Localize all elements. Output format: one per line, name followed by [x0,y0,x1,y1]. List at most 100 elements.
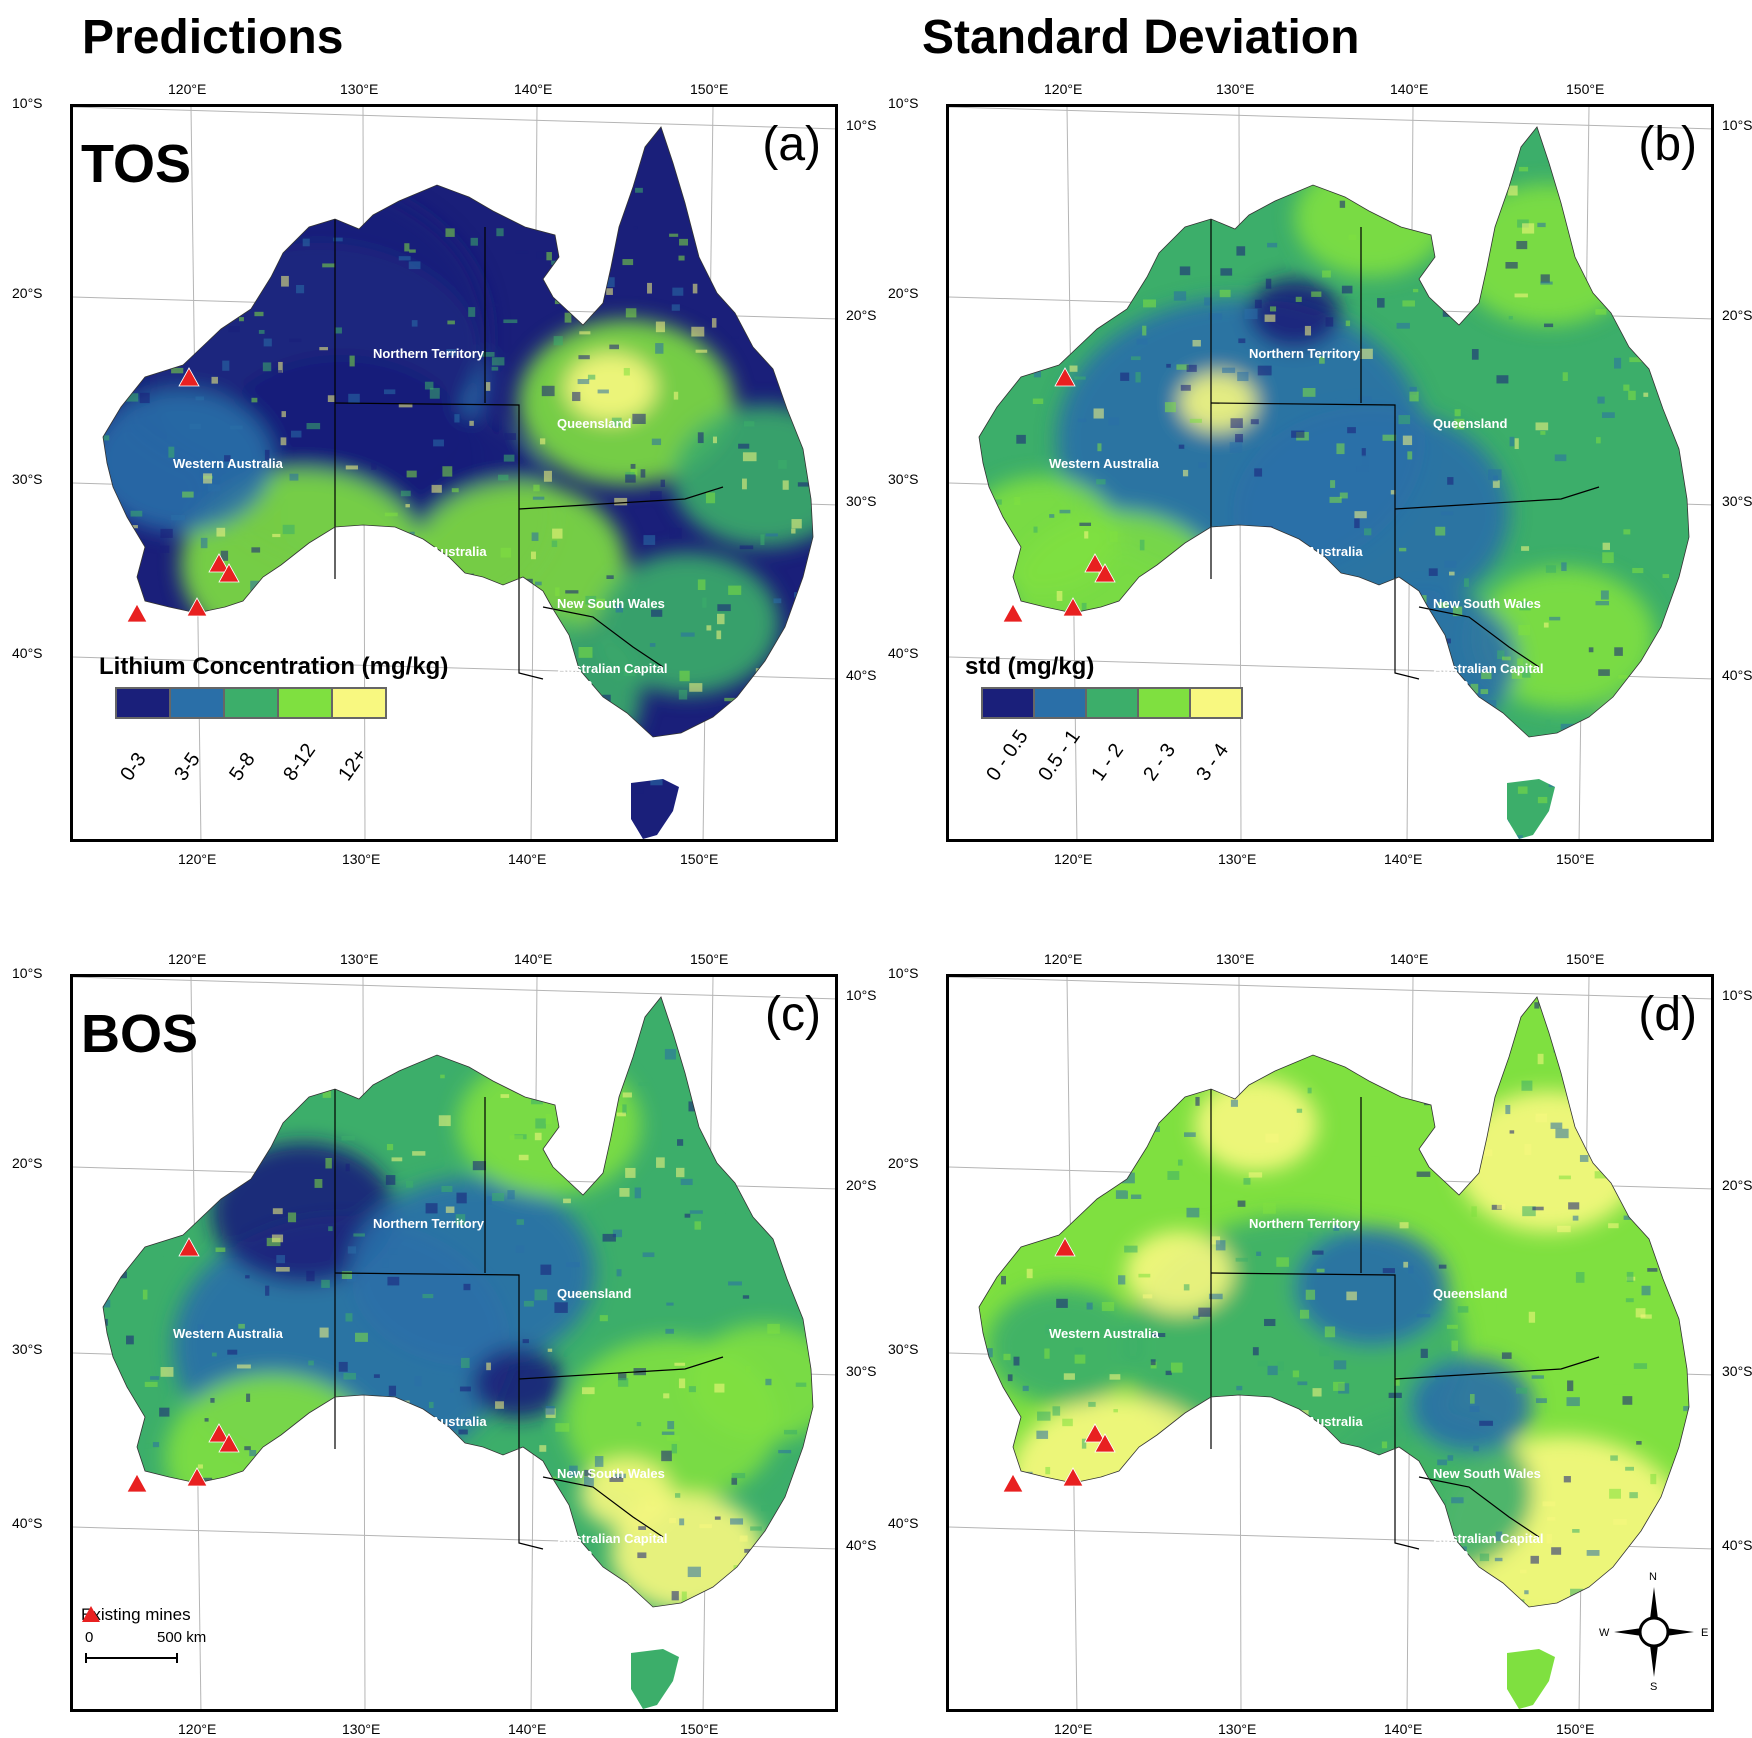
mine-marker [208,1423,230,1443]
lat-tick-left: 40°S [12,1515,43,1531]
region-label: Queensland [557,416,632,431]
lat-tick-right: 30°S [846,1363,877,1379]
scale-end: 500 km [157,1629,207,1646]
lat-tick-left: 30°S [12,471,43,487]
lon-tick-top: 130°E [340,951,379,967]
compass-w: W [1599,1627,1610,1639]
legend-color-bar [115,687,387,719]
lon-tick-bottom: 150°E [1556,1721,1595,1737]
layer-label: BOS [81,1004,199,1064]
map-canvas [949,107,1711,839]
legend-swatch [225,689,279,717]
panel-letter: (c) [765,988,821,1041]
mine-marker [1062,1467,1084,1487]
lon-tick-bottom: 130°E [1218,1721,1257,1737]
lat-tick-right: 10°S [846,987,877,1003]
lon-tick-top: 130°E [1216,951,1255,967]
lon-tick-top: 140°E [514,951,553,967]
map-canvas [73,107,835,839]
coastline [102,126,814,738]
lon-tick-bottom: 150°E [1556,851,1595,867]
lon-tick-bottom: 120°E [178,1721,217,1737]
lat-tick-left: 30°S [888,471,919,487]
region-label: New South Wales [557,596,665,611]
mines-legend-label: Existing mines [81,1605,191,1624]
lon-tick-bottom: 130°E [342,851,381,867]
mine-marker [186,597,208,617]
compass-s: S [1650,1681,1658,1693]
map-canvas [949,977,1711,1709]
legend-title: std (mg/kg) [965,653,1095,680]
region-label: Western Australia [1049,456,1159,471]
lon-tick-bottom: 150°E [680,851,719,867]
lat-tick-left: 20°S [888,1155,919,1171]
lat-tick-right: 40°S [846,667,877,683]
scale-start: 0 [85,1629,94,1646]
region-label: New South Wales [1433,596,1541,611]
map-frame: Northern Territory Queensland Western Aust… [70,104,838,842]
panel-letter: (a) [762,118,821,171]
lon-tick-bottom: 120°E [1054,1721,1093,1737]
state-borders [1210,219,1600,680]
predictions-heading: Predictions [82,11,344,64]
mine-marker [186,1467,208,1487]
lat-tick-right: 20°S [1722,307,1752,323]
mine-marker [1084,553,1106,573]
region-label: Northern Territory [373,1216,484,1231]
legend-swatch [983,689,1035,717]
map-frame: Northern Territory Queensland Western Aust… [70,974,838,1712]
region-label: Victoria [1421,676,1469,691]
lat-tick-left: 10°S [12,95,43,111]
lon-tick-bottom: 140°E [1384,1721,1423,1737]
lon-tick-top: 130°E [1216,81,1255,97]
region-label: Victoria [1421,1546,1469,1561]
lat-tick-right: 10°S [1722,987,1752,1003]
map-frame: Northern Territory Queensland Western Aust… [946,974,1714,1712]
landmass [979,997,1689,1709]
region-label: Victoria [545,1546,593,1561]
legend-swatch [333,689,385,717]
lon-tick-bottom: 120°E [1054,851,1093,867]
region-label: Australian Capital [557,661,668,676]
region-label: Queensland [1433,1286,1508,1301]
legend-swatch [1035,689,1087,717]
lon-tick-bottom: 140°E [508,1721,547,1737]
region-label: Tasmania [573,1636,633,1651]
mine-marker [126,603,148,623]
lon-tick-top: 140°E [514,81,553,97]
lat-tick-right: 20°S [1722,1177,1752,1193]
mine-marker [1094,563,1116,583]
mine-marker [1084,1423,1106,1443]
mine-marker [218,1433,240,1453]
mine-marker [1054,367,1076,387]
lon-tick-top: 150°E [690,81,729,97]
lat-tick-right: 40°S [1722,667,1752,683]
lat-tick-right: 20°S [846,307,877,323]
lon-tick-top: 150°E [690,951,729,967]
mines-legend: Existing mines [81,1605,191,1625]
panel-c: Northern Territory Queensland Western Aust… [0,930,877,1736]
legend-swatch [117,689,171,717]
region-label: Victoria [545,676,593,691]
mine-marker [126,1473,148,1493]
lon-tick-top: 140°E [1390,951,1429,967]
lon-tick-bottom: 140°E [1384,851,1423,867]
lon-tick-bottom: 150°E [680,1721,719,1737]
lat-tick-left: 10°S [888,965,919,981]
lat-tick-right: 10°S [846,117,877,133]
lon-tick-top: 120°E [168,951,207,967]
lat-tick-left: 40°S [888,1515,919,1531]
mine-marker [1002,603,1024,623]
lat-tick-right: 40°S [1722,1537,1752,1553]
state-borders [1210,1089,1600,1550]
region-label: South Australia [1267,1414,1363,1429]
coastline [978,126,1690,738]
region-label: Northern Territory [373,346,484,361]
lon-tick-top: 120°E [1044,81,1083,97]
lat-tick-right: 10°S [1722,117,1752,133]
region-label: Australian Capital [557,1531,668,1546]
coastline [978,996,1690,1608]
lat-tick-left: 10°S [888,95,919,111]
mine-marker [178,367,200,387]
map-canvas [73,977,835,1709]
